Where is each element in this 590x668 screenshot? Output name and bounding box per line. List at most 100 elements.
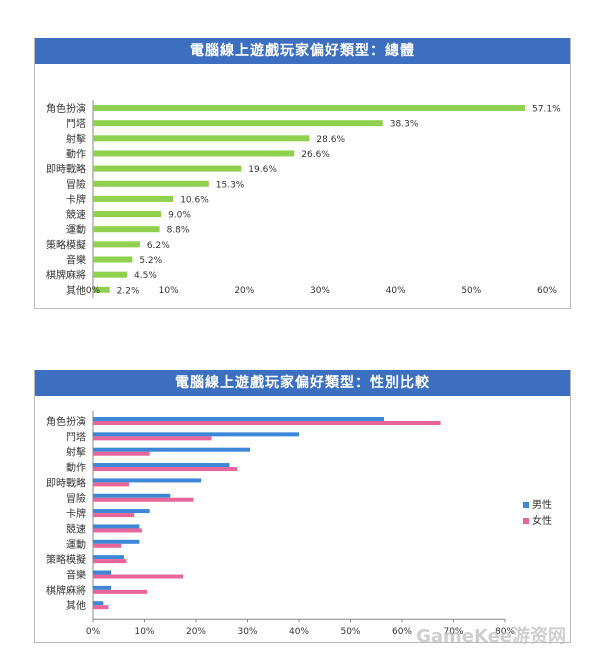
category-label: 競速 [66,522,86,535]
x-tick-label: 50% [461,286,481,296]
category-label: 卡牌 [66,507,86,520]
category-label: 棋牌麻將 [46,269,86,282]
legend-swatch [523,518,529,524]
category-label: 即時戰略 [46,476,86,489]
x-tick-label: 30% [310,286,330,296]
bar-female [93,421,441,425]
data-label: 38.3% [390,120,419,130]
category-label: 即時戰略 [46,163,86,176]
data-label: 15.3% [216,180,245,190]
category-label: 競速 [66,208,86,221]
data-label: 8.8% [167,226,190,236]
bar-female [93,497,194,502]
x-tick-label: 80% [495,627,515,637]
category-label: 角色扮演 [46,102,86,115]
x-tick-label: 10% [134,627,154,637]
x-tick-label: 0% [86,627,101,637]
bar-male [93,493,171,498]
chart-title-overall: 電腦線上遊戲玩家偏好類型：總體 [35,38,570,64]
bar-male [93,570,112,575]
bar-female [93,589,148,594]
x-tick-label: 0% [86,286,101,296]
x-tick-label: 20% [186,627,206,637]
data-label: 4.5% [134,271,157,281]
category-label: 運動 [66,223,86,236]
category-label: 其他 [66,284,86,297]
bar-female [93,451,150,456]
legend-swatch [523,502,529,508]
chart-panel-overall: 電腦線上遊戲玩家偏好類型：總體 角色扮演 57.1% 鬥塔 38.3% 射擊 28.6% 動… [34,38,571,309]
category-label: 冒險 [66,178,86,191]
data-label: 10.6% [180,195,209,205]
x-tick-label: 70% [443,627,463,637]
x-tick-label: 20% [234,286,254,296]
bar-female [93,482,130,487]
category-label: 其他 [66,599,86,612]
bar-male [93,417,384,421]
bar [93,256,133,263]
data-label: 5.2% [139,256,162,266]
legend-label: 男性 [532,498,552,511]
legend-label: 女性 [532,514,552,527]
x-tick-label: 30% [237,627,257,637]
category-label: 鬥塔 [66,117,86,130]
x-tick-label: 60% [392,627,412,637]
category-label: 音樂 [66,254,86,267]
bar-male [93,447,251,452]
bar [93,195,174,202]
category-label: 音樂 [66,569,86,582]
bar [93,105,526,111]
chart-title-gender: 電腦線上遊戲玩家偏好類型：性別比較 [35,370,570,396]
bar [93,211,162,218]
data-label: 2.2% [117,286,140,296]
bar-female [93,559,127,564]
bar-female [93,574,184,579]
bar [93,135,310,142]
bar-male [93,585,112,590]
bar-male [93,601,104,606]
bar-male [93,478,202,483]
bar-female [93,528,142,533]
bar [93,120,383,127]
chart-panel-gender: 電腦線上遊戲玩家偏好類型：性別比較 角色扮演 鬥塔 射擊 動作 即時戰略 冒險 卡牌 競速 運動… [34,370,571,643]
bar [93,271,128,278]
bar [93,226,160,233]
bar-male [93,524,140,529]
bar-female [93,605,109,610]
bar-chart-overall: 角色扮演 57.1% 鬥塔 38.3% 射擊 28.6% 動作 26.6% 即時戰略 19.6% 冒… [46,100,561,298]
data-label: 26.6% [301,150,330,160]
bar-female [93,467,238,472]
data-label: 9.0% [168,211,191,221]
bar-male [93,463,230,468]
category-label: 動作 [66,147,86,160]
x-tick-label: 50% [340,627,360,637]
bar [93,150,295,157]
category-label: 卡牌 [66,193,86,206]
category-label: 策略模擬 [46,553,86,566]
bar-male [93,432,299,437]
category-label: 冒險 [66,492,86,505]
bar [93,165,242,172]
x-tick-label: 10% [159,286,179,296]
category-label: 動作 [66,461,86,474]
bar-female [93,543,122,548]
data-label: 19.6% [248,165,277,175]
bar [93,241,140,248]
bar-male [93,555,124,560]
bar [93,180,209,187]
data-label: 57.1% [532,105,561,115]
category-label: 鬥塔 [66,430,86,443]
data-label: 6.2% [147,241,170,251]
category-label: 棋牌麻將 [46,584,86,597]
bar-female [93,513,135,518]
bar [93,286,110,293]
category-label: 射擊 [66,446,86,459]
watermark: GameKee游资网 [416,626,566,647]
x-tick-label: 40% [289,627,309,637]
bar-female [93,436,212,441]
category-label: 角色扮演 [46,415,86,428]
bar-male [93,509,150,514]
data-label: 28.6% [316,135,345,145]
category-label: 射擊 [66,132,86,145]
